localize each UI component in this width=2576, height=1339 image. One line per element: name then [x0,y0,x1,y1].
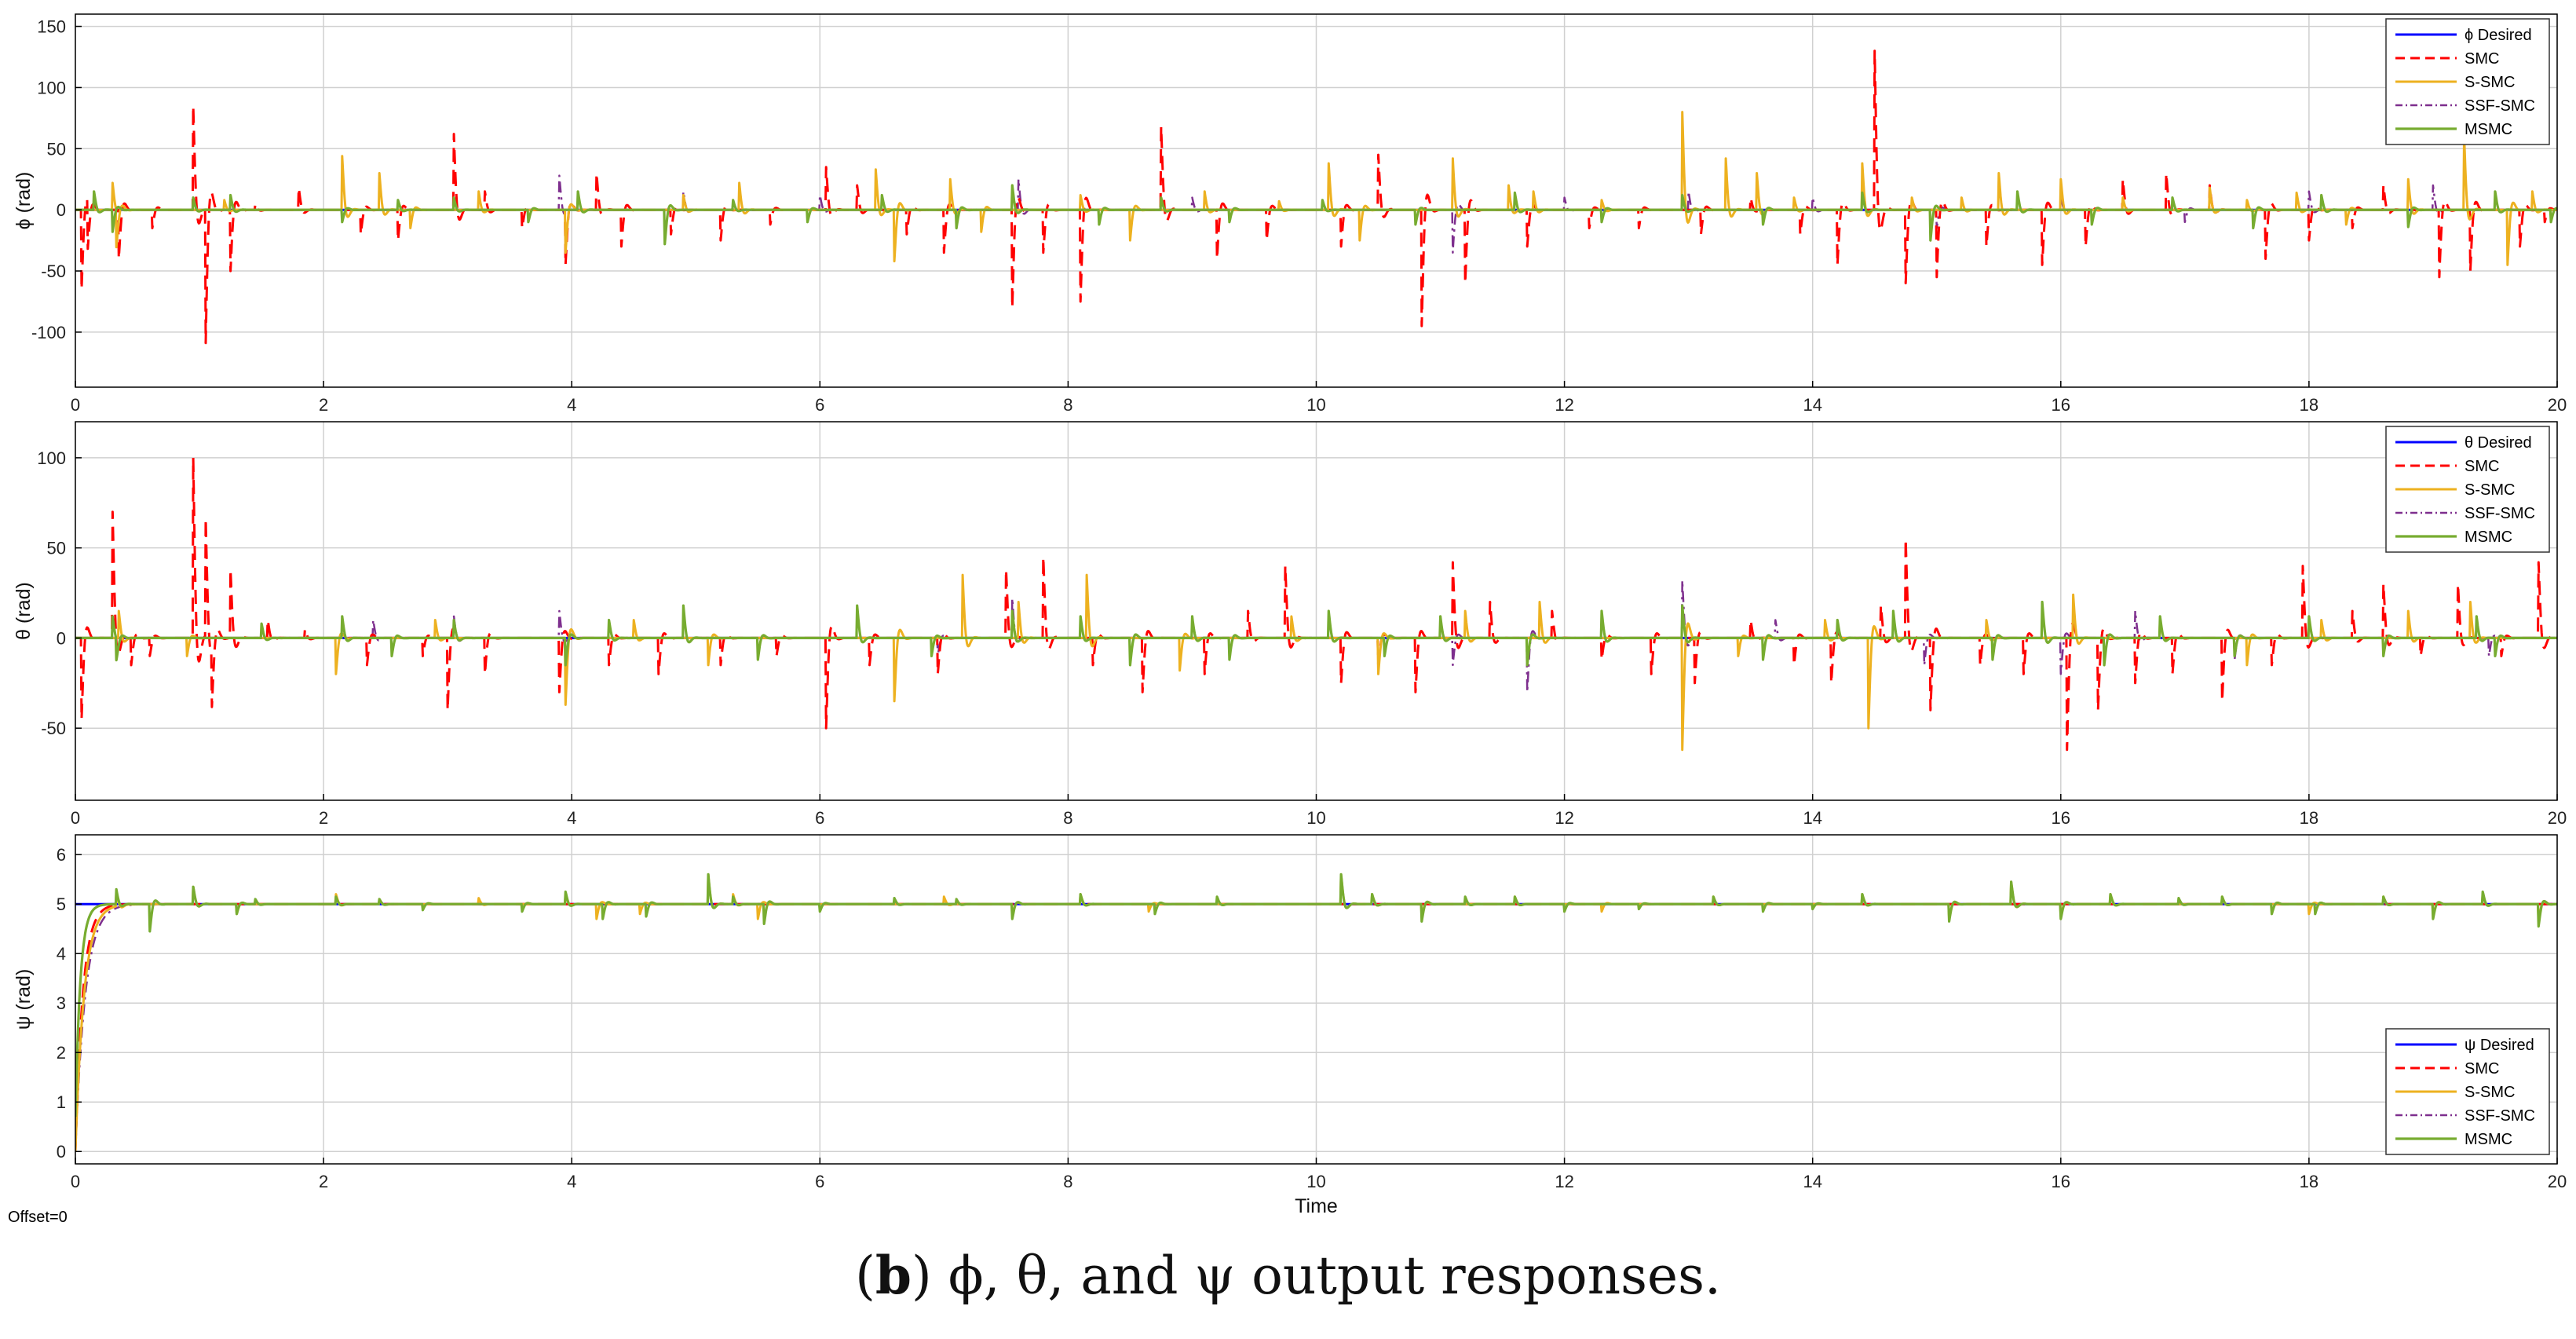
y-tick-label: 4 [57,944,66,964]
x-tick-label: 18 [2300,395,2318,415]
y-tick-label: 6 [57,845,66,865]
series-line-msmc [75,184,2557,246]
x-tick-label: 6 [815,395,824,415]
x-axis-label: Time [1295,1195,1338,1217]
caption-prefix: ( [855,1246,875,1306]
x-tick-label: 10 [1306,395,1325,415]
series-group [75,456,2557,752]
y-tick-label: 0 [57,628,66,648]
x-tick-label: 0 [71,808,80,828]
legend-label-s-smc: S-SMC [2465,1084,2515,1101]
legend-label-ssf-smc: SSF-SMC [2465,1107,2535,1125]
legend: ψ Desired SMC S-SMC SSF-SMC MSMC [2385,1028,2550,1155]
x-tick-label: 12 [1555,1172,1573,1191]
y-tick-label: 50 [47,139,66,159]
y-tick-label: 1 [57,1092,66,1112]
caption-label: b [875,1245,912,1306]
y-tick-label: 5 [57,894,66,914]
y-tick-label: 100 [37,78,66,97]
x-tick-label: 10 [1306,808,1325,828]
y-tick-label: -50 [41,262,66,281]
theta-panel: -50 0 50 100 0 2 4 6 8 10 12 14 16 18 20 θ (rad) θ Desir… [13,421,2567,828]
series-group [75,873,2557,1152]
x-tick-label: 4 [567,395,576,415]
x-tick-label: 10 [1306,1172,1325,1191]
x-tick-label: 12 [1555,808,1573,828]
x-tick-label: 14 [1803,808,1821,828]
legend-label-desired: ϕ Desired [2465,27,2532,44]
y-axis-label: ψ (rad) [13,969,35,1030]
x-tick-label: 16 [2052,395,2070,415]
y-axis-label: θ (rad) [13,582,35,640]
x-tick-label: 2 [319,808,328,828]
series-line-msmc [75,600,2557,667]
legend-label-desired: ψ Desired [2465,1037,2534,1054]
legend-label-msmc: MSMC [2465,529,2512,546]
legend-label-ssf-smc: SSF-SMC [2465,505,2535,522]
y-tick-label: -100 [31,323,66,342]
phi-panel: -100 -50 0 50 100 150 0 2 4 6 8 10 12 14 16 18 20 ϕ (rad)… [13,13,2567,415]
y-axis-label: ϕ (rad) [13,172,35,230]
x-tick-label: 6 [815,808,824,828]
x-tick-label: 8 [1063,1172,1072,1191]
y-tick-label: 2 [57,1043,66,1063]
legend-label-desired: θ Desired [2465,434,2532,452]
x-tick-label: 6 [815,1172,824,1191]
y-tick-label: 3 [57,993,66,1013]
series-group [75,49,2557,345]
series-line-ssf-smc [75,579,2557,693]
legend: ϕ Desired SMC S-SMC SSF-SMC MSMC [2385,18,2550,145]
x-tick-label: 16 [2052,808,2070,828]
x-tick-label: 20 [2548,1172,2567,1191]
x-tick-label: 0 [71,1172,80,1191]
x-tick-label: 0 [71,395,80,415]
y-tick-label: 50 [47,539,66,558]
x-tick-label: 20 [2548,395,2567,415]
series-line-msmc [75,873,2557,1118]
x-tick-label: 8 [1063,808,1072,828]
x-tick-label: 4 [567,1172,576,1191]
x-tick-label: 20 [2548,808,2567,828]
legend-label-smc: SMC [2465,50,2499,68]
y-tick-label: 150 [37,17,66,37]
y-tick-label: 100 [37,448,66,468]
legend-label-s-smc: S-SMC [2465,481,2515,499]
legend-label-msmc: MSMC [2465,121,2512,138]
caption-text: ) ϕ, θ, and ψ output responses. [911,1246,1721,1306]
x-tick-label: 18 [2300,1172,2318,1191]
legend-label-smc: SMC [2465,458,2499,475]
x-tick-label: 4 [567,808,576,828]
x-tick-label: 14 [1803,1172,1821,1191]
legend-label-s-smc: S-SMC [2465,74,2515,91]
x-tick-label: 14 [1803,395,1821,415]
x-tick-label: 2 [319,395,328,415]
x-tick-label: 16 [2052,1172,2070,1191]
x-tick-label: 2 [319,1172,328,1191]
x-tick-label: 12 [1555,395,1573,415]
x-tick-label: 18 [2300,808,2318,828]
figure-caption: (b) ϕ, θ, and ψ output responses. [0,1245,2576,1306]
legend-label-ssf-smc: SSF-SMC [2465,97,2535,115]
y-tick-label: 0 [57,200,66,220]
legend: θ Desired SMC S-SMC SSF-SMC MSMC [2385,426,2550,553]
legend-label-msmc: MSMC [2465,1131,2512,1148]
offset-note: Offset=0 [8,1209,68,1226]
y-tick-label: -50 [41,719,66,738]
y-tick-label: 0 [57,1142,66,1162]
legend-label-smc: SMC [2465,1060,2499,1077]
series-line-smc [75,456,2557,752]
x-tick-label: 8 [1063,395,1072,415]
